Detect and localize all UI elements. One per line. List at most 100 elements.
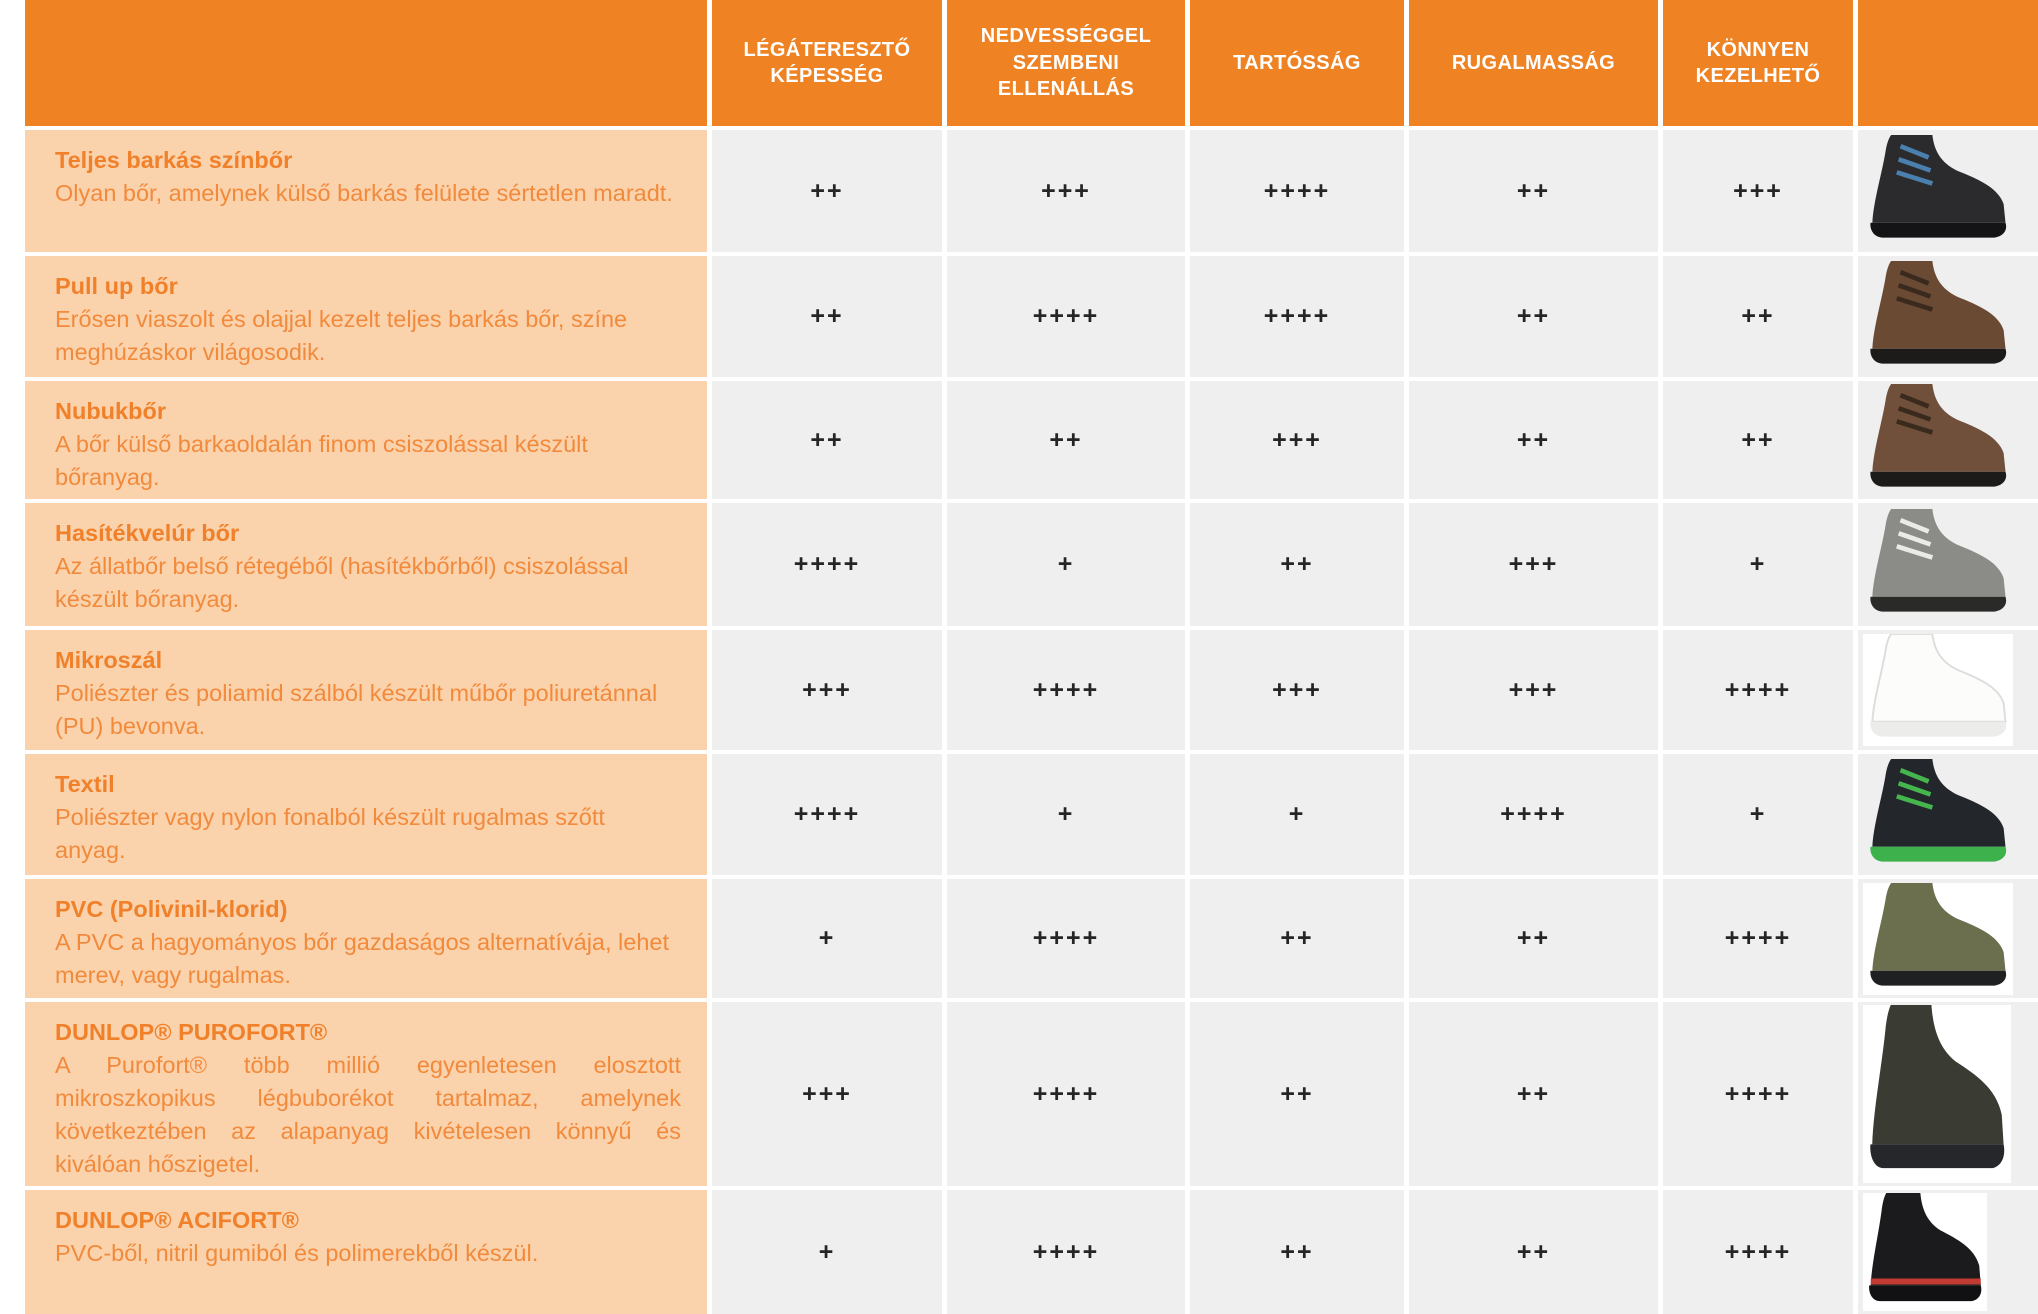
rating-cell-moisture-resistance: ++	[947, 381, 1185, 499]
rating-value: +++	[1272, 425, 1322, 454]
rating-cell-breathability: ++	[712, 130, 942, 252]
material-name: Mikroszál	[55, 647, 163, 673]
boot-image	[1863, 882, 2013, 995]
rating-value: ++	[1516, 1237, 1551, 1266]
boot-upper-shape	[1872, 882, 2006, 971]
rating-value: ++	[1516, 425, 1551, 454]
rating-cell-breathability: +	[712, 879, 942, 998]
rating-value: ++	[1280, 550, 1314, 578]
rating-value: ++	[1741, 302, 1775, 330]
boot-upper-shape	[1872, 758, 2006, 847]
rating-cell-moisture-resistance: +++	[947, 130, 1185, 252]
rating-value: ++	[1280, 1079, 1314, 1108]
rating-cell-breathability: ++	[712, 381, 942, 499]
boot-laces	[1896, 144, 1934, 186]
rating-value: ++++	[1032, 302, 1100, 330]
material-name: Nubukbőr	[55, 398, 166, 424]
rating-value: ++++	[1724, 675, 1792, 704]
rating-value: +	[1057, 800, 1075, 828]
material-cell: DUNLOP® ACIFORT® PVC-ből, nitril gumiból…	[25, 1190, 707, 1314]
boot-sole-shape	[1870, 222, 2007, 238]
rating-cell-easy-care: ++++	[1663, 630, 1853, 750]
rating-value: ++	[1280, 924, 1314, 952]
rating-value: +	[818, 924, 836, 952]
boot-image	[1863, 384, 2013, 496]
rating-cell-moisture-resistance: +	[947, 503, 1185, 626]
rating-value: ++	[810, 176, 844, 205]
product-photo-cell	[1858, 1002, 2038, 1186]
material-description: A bőr külső barkaoldalán finom csiszolás…	[55, 431, 588, 490]
rating-cell-easy-care: +	[1663, 503, 1853, 626]
product-photo-cell	[1858, 381, 2038, 499]
product-photo-cell	[1858, 879, 2038, 998]
boot-sole-shape	[1870, 596, 2007, 612]
boot-sole-shape	[1870, 721, 2007, 737]
boot-sole-shape	[1870, 471, 2007, 487]
material-name: PVC (Polivinil-klorid)	[55, 896, 288, 922]
boot-laces	[1896, 517, 1934, 560]
rating-value: ++++	[793, 550, 861, 578]
rating-value: +	[818, 1237, 836, 1266]
rating-cell-flexibility: ++	[1409, 1190, 1658, 1314]
product-photo-cell	[1858, 630, 2038, 750]
boot-sole-shape	[1869, 1285, 1982, 1302]
rating-cell-durability: ++	[1190, 879, 1404, 998]
rating-cell-moisture-resistance: ++++	[947, 256, 1185, 377]
rating-cell-breathability: ++++	[712, 754, 942, 875]
header-durability: TARTÓSSÁG	[1190, 0, 1404, 126]
boot-sole-shape	[1870, 846, 2007, 862]
rating-value: +++	[1272, 675, 1322, 704]
rating-cell-flexibility: ++++	[1409, 754, 1658, 875]
rating-cell-flexibility: ++	[1409, 130, 1658, 252]
rating-cell-durability: +++	[1190, 630, 1404, 750]
rating-value: ++++	[1724, 1079, 1792, 1108]
rating-value: ++	[810, 302, 844, 330]
rating-value: +++	[802, 1079, 852, 1108]
rating-cell-flexibility: ++	[1409, 256, 1658, 377]
rating-value: +++	[802, 675, 852, 704]
material-description: PVC-ből, nitril gumiból és polimerekből …	[55, 1240, 539, 1266]
boot-laces	[1896, 767, 1934, 810]
boot-image	[1863, 1193, 1987, 1311]
rating-value: +++	[1733, 176, 1783, 205]
rating-value: ++++	[793, 800, 861, 828]
header-easy-care: KÖNNYEN KEZELHETŐ	[1663, 0, 1853, 126]
rating-value: ++	[810, 425, 844, 454]
boot-image	[1863, 758, 2013, 871]
header-moisture-resistance: NEDVESSÉGGEL SZEMBENI ELLENÁLLÁS	[947, 0, 1185, 126]
boot-sole-shape	[1870, 1144, 2005, 1169]
boot-laces	[1896, 393, 1934, 435]
rating-cell-durability: ++++	[1190, 256, 1404, 377]
boot-image	[1863, 1005, 2011, 1183]
rating-value: ++++	[1032, 1079, 1100, 1108]
rating-cell-durability: +++	[1190, 381, 1404, 499]
rating-value: ++++	[1724, 1237, 1792, 1266]
rating-cell-easy-care: ++++	[1663, 1190, 1853, 1314]
rating-cell-breathability: +++	[712, 630, 942, 750]
rating-value: ++	[1516, 924, 1551, 952]
boot-upper-shape	[1872, 384, 2006, 472]
product-photo-cell	[1858, 256, 2038, 377]
material-name: Hasítékvelúr bőr	[55, 520, 240, 546]
rating-value: ++++	[1263, 176, 1331, 205]
boot-image	[1863, 135, 2013, 247]
rating-cell-flexibility: ++	[1409, 879, 1658, 998]
rating-value: +++	[1508, 550, 1559, 578]
material-comparison-table: LÉGÁTERESZTŐ KÉPESSÉG NEDVESSÉGGEL SZEMB…	[25, 0, 2038, 1314]
rating-value: ++	[1516, 1079, 1551, 1108]
material-description: Poliészter és poliamid szálból készült m…	[55, 680, 658, 739]
rating-cell-durability: ++	[1190, 1190, 1404, 1314]
rating-value: +	[1749, 800, 1767, 828]
material-cell: PVC (Polivinil-klorid) A PVC a hagyomány…	[25, 879, 707, 998]
rating-cell-moisture-resistance: ++++	[947, 1002, 1185, 1186]
rating-value: ++	[1516, 302, 1551, 330]
rating-value: ++++	[1263, 302, 1331, 330]
material-description: Poliészter vagy nylon fonalból készült r…	[55, 804, 605, 863]
material-cell: Nubukbőr A bőr külső barkaoldalán finom …	[25, 381, 707, 499]
rating-value: ++	[1516, 176, 1551, 205]
rating-cell-breathability: +++	[712, 1002, 942, 1186]
header-flexibility: RUGALMASSÁG	[1409, 0, 1658, 126]
boot-upper-shape	[1872, 1005, 2004, 1145]
rating-cell-flexibility: +++	[1409, 630, 1658, 750]
boot-upper-shape	[1870, 1193, 1981, 1286]
